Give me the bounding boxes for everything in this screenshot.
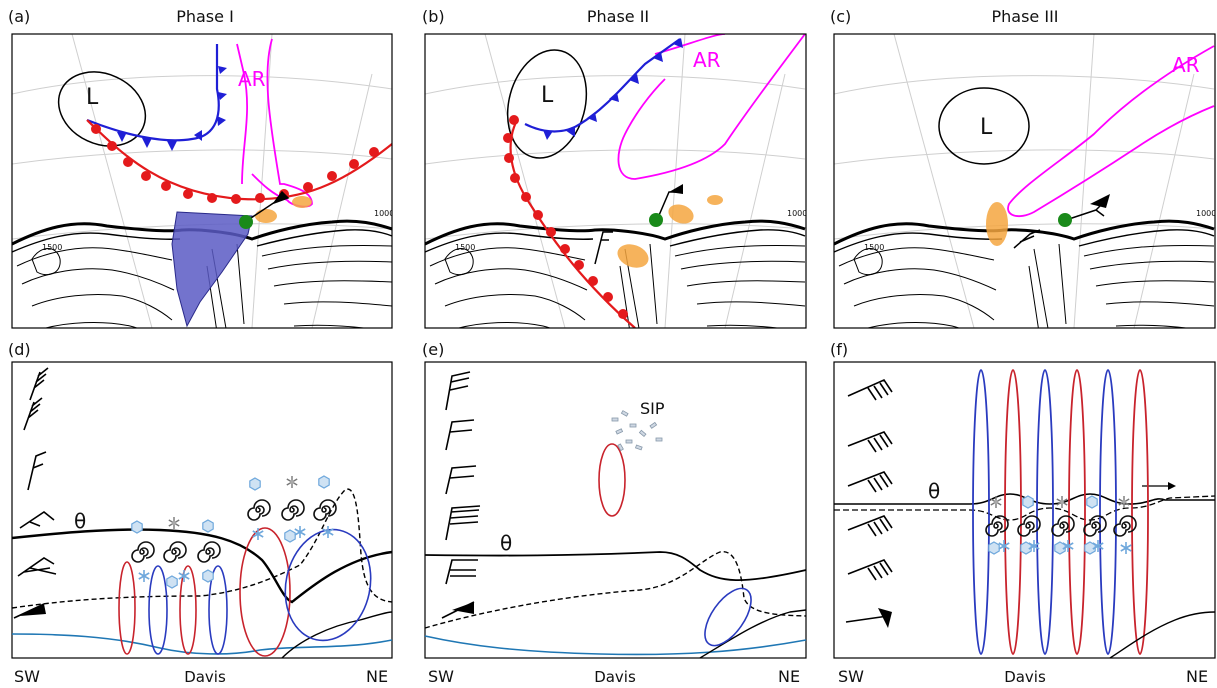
panel-d: (d) θ [8, 340, 393, 686]
turbulence-spiral-icons [985, 515, 1137, 537]
section-station-label: Davis [184, 668, 226, 686]
low-pressure-label: L [541, 83, 554, 108]
wind-barb-icon [1013, 229, 1041, 249]
low-pressure-contour [938, 87, 1030, 165]
section-left-label: SW [838, 667, 864, 686]
surface-line [424, 635, 807, 656]
cold-front-triangles [543, 38, 683, 140]
low-pressure-contour [506, 49, 588, 159]
panel-letter-e: (e) [422, 340, 444, 359]
atmospheric-river-outline [236, 38, 313, 208]
section-left-label: SW [428, 667, 454, 686]
panel-letter-a: (a) [8, 7, 30, 26]
theta-label: θ [500, 531, 512, 555]
circulation-ellipse [704, 587, 752, 647]
terrain-line [1109, 611, 1216, 659]
contour-label-1000: 1000 [787, 209, 807, 218]
atmospheric-river-label: AR [238, 67, 266, 91]
boundary-layer-dashed-line [424, 551, 807, 629]
panel-a: (a) Phase I L AR [8, 7, 394, 329]
contour-label-1500: 1500 [42, 243, 62, 252]
wind-barb-icon [594, 231, 613, 265]
panel-letter-f: (f) [830, 340, 848, 359]
terrain-line [281, 611, 393, 659]
cloud-patch [617, 244, 649, 268]
panel-title-c: Phase III [991, 7, 1058, 26]
wind-barb-icon [247, 190, 290, 221]
theta-label: θ [928, 479, 940, 503]
wind-barbs-column [847, 378, 893, 581]
section-station-label: Davis [1004, 668, 1046, 686]
panel-f: (f) θ [830, 340, 1216, 686]
panel-letter-d: (d) [8, 340, 31, 359]
warm-front-line [509, 119, 636, 328]
panel-letter-c: (c) [830, 7, 851, 26]
contour-label-1000: 1000 [374, 209, 394, 218]
section-right-label: NE [366, 667, 388, 686]
cloud-patch [986, 202, 1008, 246]
wind-barbs-column [17, 367, 57, 577]
station-marker [1058, 213, 1072, 227]
cloud-patch [255, 209, 277, 223]
warm-front-dots [91, 124, 379, 204]
cloud-patch [292, 196, 312, 208]
circulation-ellipse [598, 443, 626, 517]
cloud-patch [707, 195, 723, 205]
panel-title-b: Phase II [587, 7, 649, 26]
terrain-line [699, 609, 807, 659]
surface-line [11, 633, 393, 655]
potential-temperature-line [11, 528, 393, 604]
cold-front-line [86, 44, 220, 142]
low-pressure-label: L [980, 115, 993, 140]
section-left-label: SW [14, 667, 40, 686]
panel-b: (b) Phase II L AR [422, 7, 807, 329]
circulation-ellipses [118, 527, 372, 657]
ice-shelf-region [171, 211, 253, 328]
secondary-ice-fragments [611, 410, 663, 452]
section-station-label: Davis [594, 668, 636, 686]
panel-e: (e) θ SIP SW Davis NE [422, 340, 807, 686]
panel-letter-b: (b) [422, 7, 445, 26]
atmospheric-river-label: AR [693, 48, 721, 72]
warm-front-line [86, 119, 392, 201]
atmospheric-river-outline [1007, 45, 1215, 218]
circulation-ellipses [972, 369, 1149, 655]
low-pressure-label: L [86, 85, 99, 110]
station-marker [239, 215, 253, 229]
wind-barbs-column [445, 371, 481, 585]
station-marker [649, 213, 663, 227]
potential-temperature-line [424, 551, 807, 582]
wind-barb-icon [878, 608, 892, 628]
panel-title-a: Phase I [176, 7, 234, 26]
contour-label-1500: 1500 [864, 243, 884, 252]
theta-label: θ [74, 509, 86, 533]
warm-front-dots [503, 115, 628, 319]
contour-label-1000: 1000 [1196, 209, 1216, 218]
section-right-label: NE [1186, 667, 1208, 686]
secondary-ice-production-label: SIP [640, 399, 665, 418]
panel-c: (c) Phase III L AR 1500 1000 [830, 7, 1216, 329]
atmospheric-river-label: AR [1172, 53, 1200, 77]
contour-label-1500: 1500 [455, 243, 475, 252]
section-right-label: NE [778, 667, 800, 686]
low-pressure-contour [57, 71, 147, 147]
boundary-layer-dashed-line [11, 488, 393, 609]
cloud-patch [668, 204, 694, 224]
potential-temperature-line [834, 493, 1215, 505]
cold-front-triangles [117, 66, 227, 151]
